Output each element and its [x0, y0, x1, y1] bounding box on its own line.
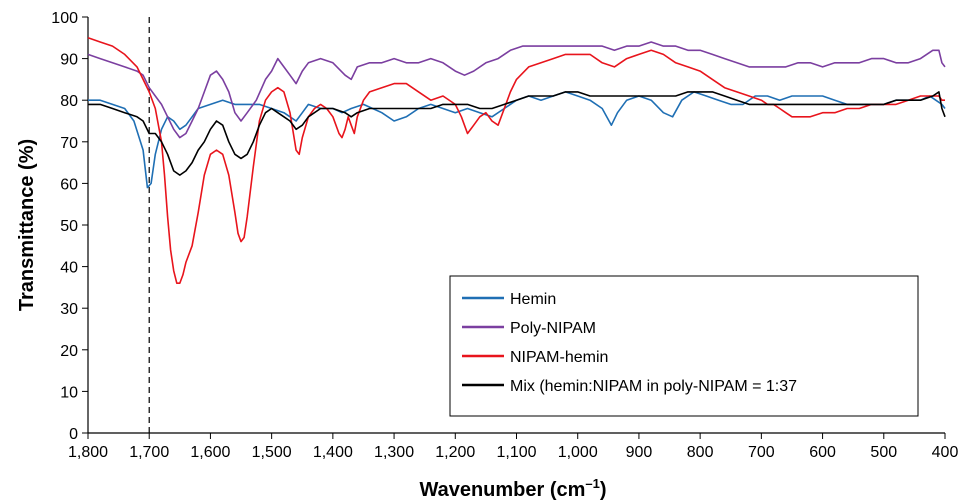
x-tick-label: 900 [626, 444, 653, 461]
y-tick-label: 50 [60, 218, 78, 235]
y-tick-label: 100 [51, 10, 78, 27]
y-tick-label: 70 [60, 135, 78, 152]
y-tick-label: 90 [60, 52, 78, 69]
y-tick-label: 10 [60, 384, 78, 401]
y-tick-label: 30 [60, 301, 78, 318]
series-line-nipam-hemin [87, 37, 945, 284]
y-axis-title: Transmittance (%) [16, 139, 38, 311]
legend-label: Hemin [510, 291, 556, 308]
y-tick-label: 40 [60, 260, 78, 277]
legend-label: Mix (hemin:NIPAM in poly-NIPAM = 1:37 [510, 378, 797, 395]
x-tick-label: 1,100 [496, 444, 536, 461]
x-tick-label: 400 [932, 444, 959, 461]
x-axis-ticks: 1,800 1,700 1,600 1,500 1,400 1,300 1,200 1,100… [68, 433, 958, 461]
legend-items: Hemin Poly-NIPAM NIPAM-hemin Mix (hemin:NIP… [462, 291, 797, 395]
x-tick-label: 1,300 [374, 444, 414, 461]
series-line-poly-nipam [87, 41, 946, 139]
legend-label: Poly-NIPAM [510, 320, 596, 337]
series-line-hemin [88, 91, 946, 189]
x-axis-title-main: Wavenumber (cm [419, 479, 585, 501]
x-tick-label: 1,500 [252, 444, 292, 461]
x-tick-label: 600 [809, 444, 836, 461]
y-tick-label: 20 [60, 343, 78, 360]
y-tick-label: 60 [60, 176, 78, 193]
x-axis-title: Wavenumber (cm–1) [419, 476, 606, 501]
x-tick-label: 700 [748, 444, 775, 461]
x-axis-title-sup: –1 [585, 476, 599, 491]
x-tick-label: 1,700 [129, 444, 169, 461]
x-tick-label: 1,000 [558, 444, 598, 461]
y-tick-label: 0 [69, 426, 78, 443]
legend-label: NIPAM-hemin [510, 349, 608, 366]
x-tick-label: 500 [870, 444, 897, 461]
series-lines [87, 37, 946, 284]
x-tick-label: 1,600 [190, 444, 230, 461]
series-line-mix-hemin-nipam-in-p [88, 91, 946, 176]
y-tick-label: 80 [60, 93, 78, 110]
y-axis-ticks: 0 10 20 30 40 50 60 70 80 90 100 [51, 10, 88, 443]
legend: Hemin Poly-NIPAM NIPAM-hemin Mix (hemin:NIP… [449, 275, 919, 417]
plot-area: 1,800 1,700 1,600 1,500 1,400 1,300 1,200 1,100… [51, 10, 958, 461]
x-axis-title-close: ) [600, 479, 607, 501]
x-tick-label: 1,200 [435, 444, 475, 461]
x-tick-label: 1,800 [68, 444, 108, 461]
legend-box [449, 275, 919, 417]
x-tick-label: 800 [687, 444, 714, 461]
x-tick-label: 1,400 [313, 444, 353, 461]
